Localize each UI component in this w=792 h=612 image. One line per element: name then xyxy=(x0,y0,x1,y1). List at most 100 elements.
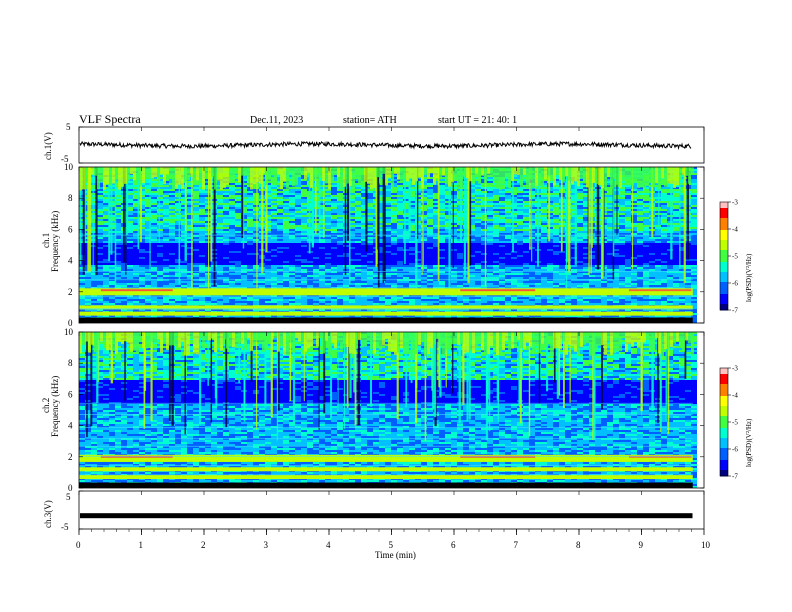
spec-cell xyxy=(319,201,325,203)
spec-cell xyxy=(217,191,223,193)
spec-cell xyxy=(613,261,619,263)
spec-cell xyxy=(145,251,151,253)
spec-cell xyxy=(169,223,175,225)
spec-cell xyxy=(403,239,409,241)
spec-cell xyxy=(451,239,457,241)
spec-cell xyxy=(163,247,169,249)
spec-cell xyxy=(517,261,523,263)
spec-cell xyxy=(103,189,109,191)
spec-cell xyxy=(379,251,385,253)
spec-cell xyxy=(229,257,235,259)
spec-cell xyxy=(103,209,109,211)
spec-cell xyxy=(553,189,559,191)
spec-cell xyxy=(451,187,457,189)
spec-cell xyxy=(571,239,577,241)
spec-cell xyxy=(139,187,145,189)
spec-cell xyxy=(175,201,181,203)
spec-cell xyxy=(331,223,337,225)
spec-cell xyxy=(325,199,331,201)
spec-cell xyxy=(427,221,433,223)
spec-cell xyxy=(253,257,259,259)
spec-cell xyxy=(679,233,685,235)
spec-cell xyxy=(145,243,151,245)
spec-cell xyxy=(223,211,229,213)
spec-cell xyxy=(217,263,223,265)
spec-cell xyxy=(433,213,439,215)
spec-cell xyxy=(295,227,301,229)
spec-cell xyxy=(97,213,103,215)
spec-cell xyxy=(331,229,337,231)
spec-cell xyxy=(349,231,355,233)
spec-cell xyxy=(277,207,283,209)
spec-cell xyxy=(289,199,295,201)
spec-cell xyxy=(631,253,637,255)
spec-cell xyxy=(619,231,625,233)
spec-cell xyxy=(631,241,637,243)
spec-cell xyxy=(331,201,337,203)
spec-cell xyxy=(397,245,403,247)
spec-cell xyxy=(439,219,445,221)
spec-cell xyxy=(169,203,175,205)
spec-cell xyxy=(97,253,103,255)
spec-cell xyxy=(313,251,319,253)
spec-cell xyxy=(439,225,445,227)
spec-cell xyxy=(295,187,301,189)
spec-cell xyxy=(229,207,235,209)
spec-cell xyxy=(583,229,589,231)
spec-cell xyxy=(643,209,649,211)
spec-cell xyxy=(355,233,361,235)
spec-cell xyxy=(661,219,667,221)
spec-cell xyxy=(235,255,241,257)
spec-cell xyxy=(667,223,673,225)
spec-cell xyxy=(103,203,109,205)
spec-cell xyxy=(493,245,499,247)
spec-cell xyxy=(397,183,403,185)
spec-cell xyxy=(265,189,271,191)
spec-cell xyxy=(127,185,133,187)
spec-cell xyxy=(229,245,235,247)
spec-cell xyxy=(673,221,679,223)
spec-cell xyxy=(655,189,661,191)
spec-cell xyxy=(301,199,307,201)
spec-cell xyxy=(331,207,337,209)
spec-cell xyxy=(523,231,529,233)
spec-cell xyxy=(289,253,295,255)
spec-cell xyxy=(499,197,505,199)
spec-cell xyxy=(193,245,199,247)
spec-cell xyxy=(163,251,169,253)
spec-cell xyxy=(451,225,457,227)
spec-cell xyxy=(421,261,427,263)
spec-cell xyxy=(361,257,367,259)
spec-cell xyxy=(199,213,205,215)
spec-cell xyxy=(421,243,427,245)
spec-cell xyxy=(475,193,481,195)
spec-cell xyxy=(193,183,199,185)
spec-cell xyxy=(115,189,121,191)
spec-cell xyxy=(223,223,229,225)
spec-cell xyxy=(607,193,613,195)
spec-cell xyxy=(589,259,595,261)
spec-cell xyxy=(379,223,385,225)
spec-cell xyxy=(325,207,331,209)
spec-cell xyxy=(481,235,487,237)
spec-cell xyxy=(673,233,679,235)
spec-cell xyxy=(295,261,301,263)
spec-cell xyxy=(469,209,475,211)
spec-cell xyxy=(517,257,523,259)
spec-cell xyxy=(505,261,511,263)
spec-cell xyxy=(139,205,145,207)
spec-cell xyxy=(673,247,679,249)
spec-cell xyxy=(487,259,493,261)
spec-cell xyxy=(367,219,373,221)
spec-cell xyxy=(637,259,643,261)
spec-cell xyxy=(511,195,517,197)
spec-cell xyxy=(607,227,613,229)
spec-cell xyxy=(265,219,271,221)
spec-cell xyxy=(157,233,163,235)
spec-cell xyxy=(283,219,289,221)
spec-cell xyxy=(193,223,199,225)
spec-cell xyxy=(619,253,625,255)
spec-cell xyxy=(325,225,331,227)
spec-cell xyxy=(691,253,697,255)
spec-cell xyxy=(265,233,271,235)
